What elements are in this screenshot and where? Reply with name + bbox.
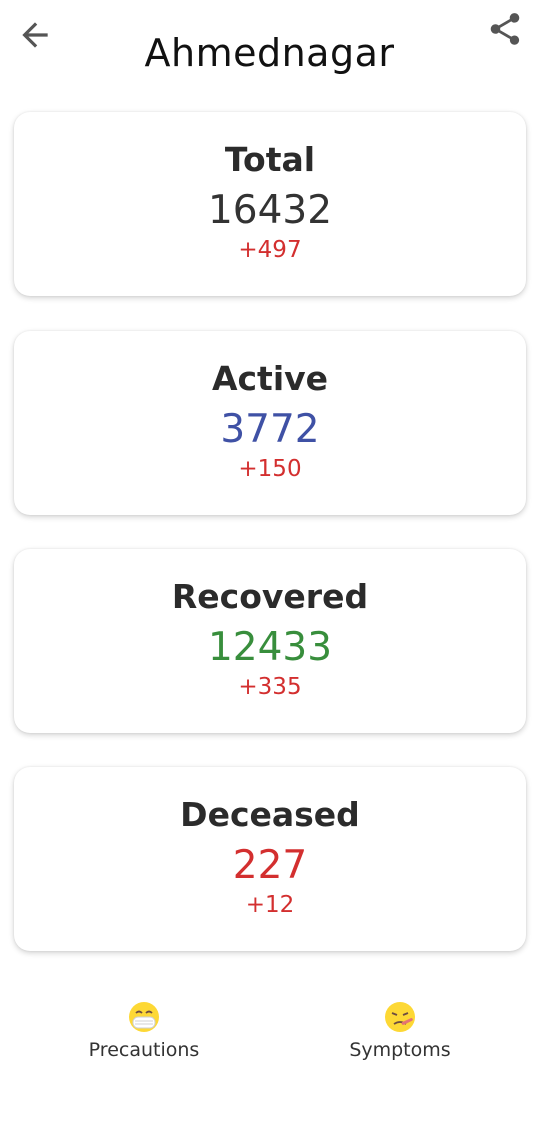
total-card: Total 16432 +497 bbox=[14, 112, 526, 296]
nav-symptoms[interactable]: Symptoms bbox=[300, 1000, 500, 1080]
recovered-card: Recovered 12433 +335 bbox=[14, 549, 526, 733]
nav-precautions-label: Precautions bbox=[88, 1039, 200, 1061]
arrow-left-icon bbox=[22, 22, 48, 48]
deceased-card: Deceased 227 +12 bbox=[14, 767, 526, 951]
total-delta: +497 bbox=[238, 237, 302, 263]
share-button[interactable] bbox=[484, 8, 526, 50]
page-title: Ahmednagar bbox=[144, 31, 395, 75]
recovered-value: 12433 bbox=[207, 625, 333, 670]
mask-face-icon bbox=[129, 1002, 159, 1032]
nav-symptoms-label: Symptoms bbox=[349, 1039, 451, 1061]
bottom-nav: Precautions Symptoms bbox=[0, 990, 539, 1090]
active-label: Active bbox=[211, 359, 329, 398]
top-bar: Ahmednagar bbox=[0, 0, 539, 100]
deceased-value: 227 bbox=[232, 843, 308, 888]
sick-face-icon bbox=[385, 1002, 415, 1032]
active-delta: +150 bbox=[238, 456, 302, 482]
deceased-delta: +12 bbox=[245, 892, 295, 918]
total-value: 16432 bbox=[207, 188, 333, 233]
active-card: Active 3772 +150 bbox=[14, 331, 526, 515]
total-label: Total bbox=[224, 140, 316, 179]
deceased-label: Deceased bbox=[180, 795, 360, 834]
back-button[interactable] bbox=[14, 14, 56, 56]
active-value: 3772 bbox=[220, 407, 320, 452]
share-icon bbox=[490, 13, 520, 45]
recovered-label: Recovered bbox=[171, 577, 369, 616]
nav-precautions[interactable]: Precautions bbox=[44, 1000, 244, 1080]
recovered-delta: +335 bbox=[238, 674, 302, 700]
